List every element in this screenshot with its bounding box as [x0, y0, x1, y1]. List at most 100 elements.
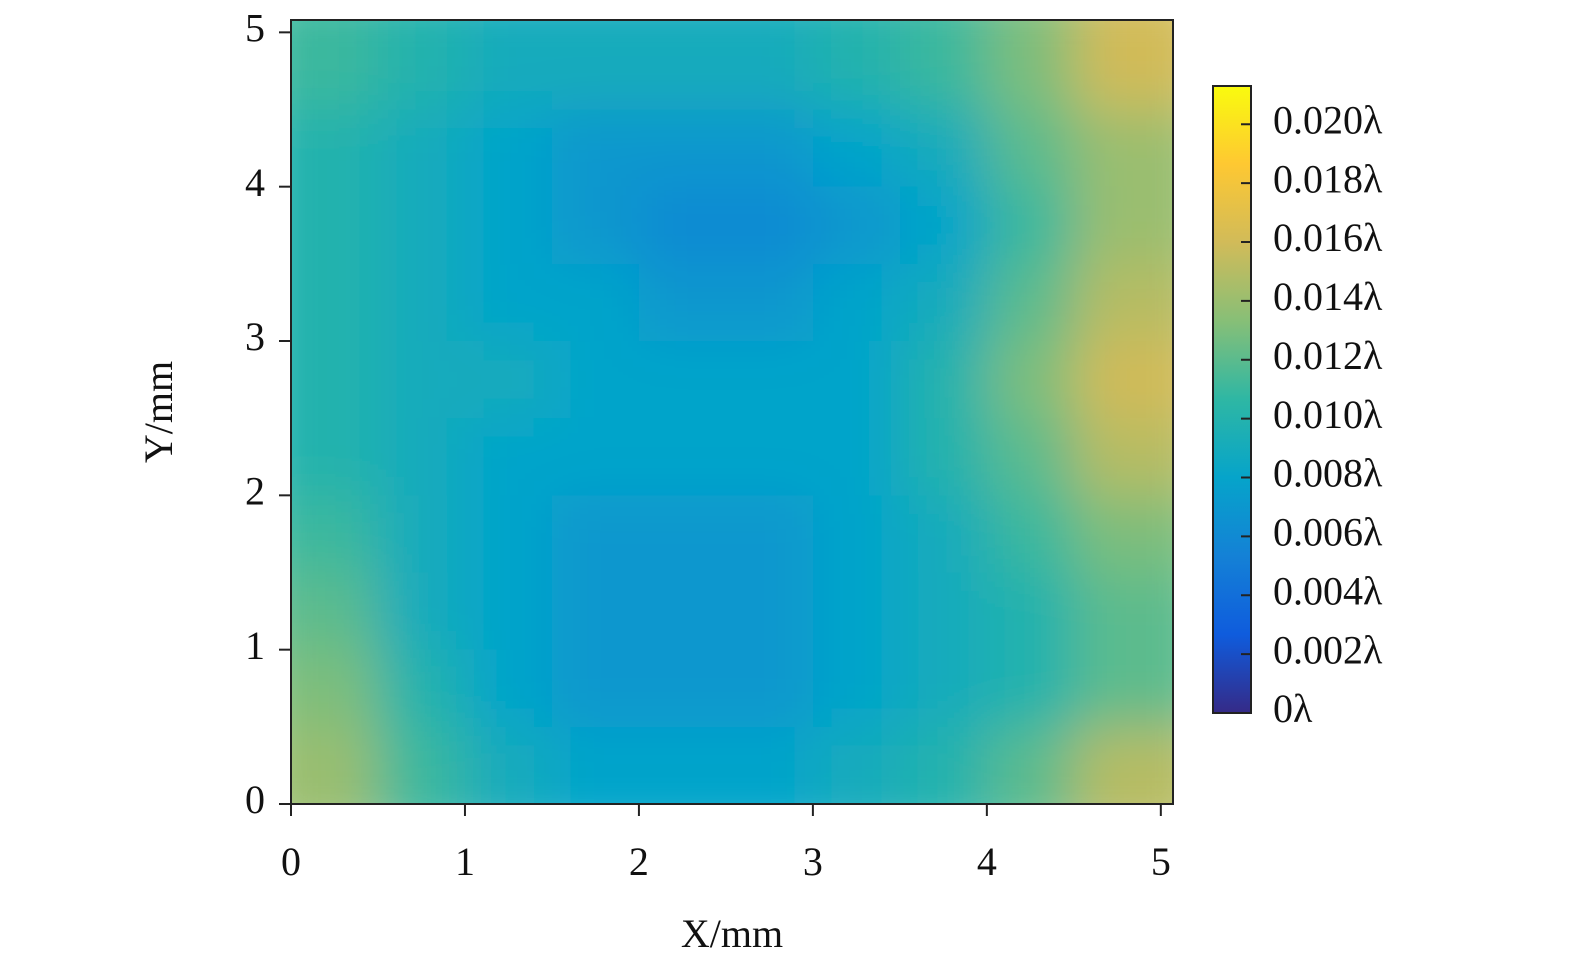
heatmap-cell	[551, 572, 640, 651]
heatmap-cell	[377, 418, 466, 496]
heatmap-cell	[1073, 726, 1173, 804]
heatmap-cell	[899, 572, 988, 651]
heatmap-cell	[377, 726, 466, 804]
heatmap-cell	[377, 263, 466, 342]
heatmap-cell	[986, 109, 1075, 188]
heatmap-cell	[725, 572, 814, 651]
colorbar-tick-label: 0.002λ	[1273, 627, 1383, 672]
colorbar	[1212, 85, 1252, 714]
heatmap-cell	[551, 649, 640, 728]
heatmap-cell	[464, 495, 553, 574]
heatmap-cell	[551, 20, 640, 111]
heatmap-cell	[986, 20, 1075, 111]
heatmap-cell	[377, 20, 466, 111]
heatmap-cell	[899, 263, 988, 342]
heatmap-cell	[638, 572, 727, 651]
heatmap-cell	[291, 418, 379, 496]
heatmap-cell	[812, 109, 901, 188]
heatmap-cell	[899, 341, 988, 419]
heatmap-cell	[725, 649, 814, 728]
y-axis-label: Y/mm	[136, 361, 181, 463]
heatmap-cell	[812, 726, 901, 804]
colorbar-tick-label: 0.008λ	[1273, 451, 1383, 496]
heatmap-cell	[899, 109, 988, 188]
heatmap-cell	[986, 495, 1075, 574]
heatmap-cell	[291, 726, 379, 804]
colorbar-tick-label: 0.010λ	[1273, 392, 1383, 437]
heatmap-cell	[812, 186, 901, 265]
heatmap-cell	[551, 186, 640, 265]
heatmap-cell	[638, 341, 727, 419]
heatmap-cell	[464, 418, 553, 496]
heatmap-cell	[725, 341, 814, 419]
heatmap-cell	[377, 649, 466, 728]
heatmap-cell	[464, 263, 553, 342]
heatmap-cell	[1073, 341, 1173, 419]
heatmap-cell	[638, 186, 727, 265]
colorbar-tick-label: 0.006λ	[1273, 510, 1383, 555]
heatmap-cell	[986, 186, 1075, 265]
heatmap-cell	[291, 109, 379, 188]
heatmap-cell	[1073, 495, 1173, 574]
heatmap-cell	[899, 186, 988, 265]
heatmap-cell	[725, 726, 814, 804]
heatmap-cell	[291, 186, 379, 265]
heatmap-cell	[291, 20, 379, 111]
x-tick-label: 4	[977, 839, 997, 884]
y-tick-label: 3	[245, 314, 265, 359]
heatmap-cell	[812, 572, 901, 651]
heatmap-cell	[986, 572, 1075, 651]
heatmap-cell	[291, 263, 379, 342]
heatmap-cell	[291, 495, 379, 574]
heatmap-cell	[986, 341, 1075, 419]
heatmap-cell	[551, 341, 640, 419]
heatmap-cell	[1073, 186, 1173, 265]
heatmap-cell	[899, 495, 988, 574]
heatmap-cell	[812, 649, 901, 728]
heatmap-cell	[464, 726, 553, 804]
heatmap-cell	[551, 263, 640, 342]
heatmap-cell	[638, 495, 727, 574]
heatmap-cell	[812, 341, 901, 419]
heatmap-cell	[291, 649, 379, 728]
heatmap-cell	[725, 418, 814, 496]
heatmap-cell	[638, 20, 727, 111]
colorbar-tick-label: 0.016λ	[1273, 215, 1383, 260]
x-axis-label: X/mm	[681, 911, 783, 956]
heatmap-cell	[812, 418, 901, 496]
heatmap-cell	[377, 495, 466, 574]
heatmap-cell	[725, 263, 814, 342]
plot-frame	[290, 19, 1174, 805]
heatmap-cell	[638, 109, 727, 188]
colorbar-tick-label: 0.018λ	[1273, 156, 1383, 201]
y-tick-label: 1	[245, 623, 265, 668]
x-tick-label: 1	[455, 839, 475, 884]
heatmap-area	[291, 20, 1173, 804]
y-tick-label: 2	[245, 469, 265, 514]
heatmap-cell	[464, 649, 553, 728]
colorbar-tick-label: 0.014λ	[1273, 274, 1383, 319]
heatmap-cell	[812, 495, 901, 574]
heatmap-cell	[1073, 20, 1173, 111]
colorbar-tick-label: 0.004λ	[1273, 568, 1383, 613]
heatmap-cell	[986, 418, 1075, 496]
heatmap-cell	[899, 418, 988, 496]
heatmap-cell	[464, 109, 553, 188]
x-tick-label: 2	[629, 839, 649, 884]
heatmap-cell	[899, 20, 988, 111]
heatmap-cell	[464, 341, 553, 419]
heatmap-cell	[725, 20, 814, 111]
heatmap-cell	[812, 20, 901, 111]
heatmap-cell	[377, 341, 466, 419]
heatmap-cell	[899, 726, 988, 804]
heatmap-cell	[377, 109, 466, 188]
heatmap-cell	[638, 649, 727, 728]
y-tick-label: 4	[245, 160, 265, 205]
heatmap-cell	[464, 572, 553, 651]
heatmap-cell	[638, 726, 727, 804]
heatmap-cell	[464, 20, 553, 111]
y-tick-label: 0	[245, 777, 265, 822]
heatmap-cell	[1073, 649, 1173, 728]
